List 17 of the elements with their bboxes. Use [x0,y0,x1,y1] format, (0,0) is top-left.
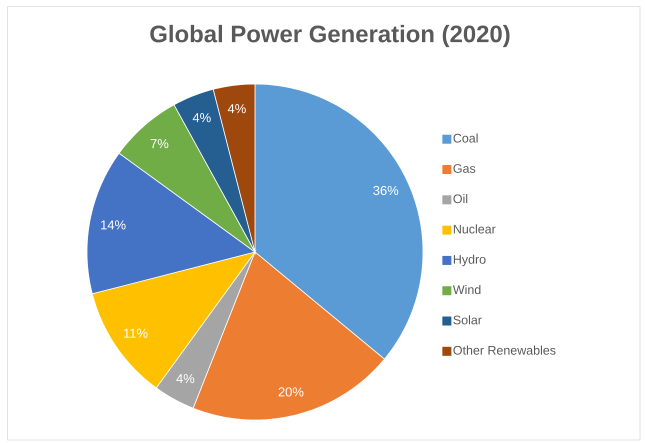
legend-label: Wind [452,284,480,294]
data-label: 20% [278,387,304,397]
chart-title: Global Power Generation (2020) [150,24,510,48]
data-label: 4% [192,113,211,122]
legend-label: Other Renewables [453,346,556,355]
data-label: 4% [176,374,194,384]
data-label: 7% [150,139,168,148]
legend-label: Solar [453,315,482,324]
legend-label: Oil [453,194,468,204]
legend-label: Hydro [454,254,486,266]
legend-label: Gas [453,164,476,173]
legend-label: Coal [453,133,478,143]
data-label: 36% [373,186,398,196]
legend-label: Nuclear [454,224,496,234]
data-label: 4% [228,104,246,114]
data-label: 14% [101,220,126,230]
data-label: 11% [124,328,148,338]
